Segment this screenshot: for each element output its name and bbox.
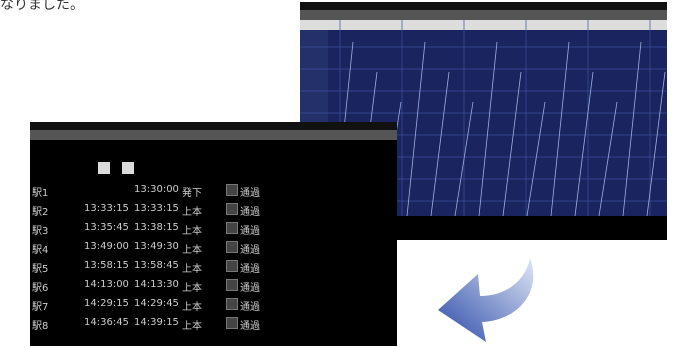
diagram-line [502, 71, 522, 217]
cell-arrive: 13:49:00 [84, 241, 129, 252]
cell-note: 上本 [182, 321, 202, 332]
diagram-line [550, 41, 570, 217]
caption: なりました。 [0, 0, 84, 13]
timetable-row: 駅4 13:49:00 13:49:30 上本 通過 [30, 237, 390, 257]
cell-note: 上本 [182, 283, 202, 294]
diagram-line [574, 71, 594, 217]
cell-note: 上本 [182, 207, 202, 218]
cell-depart: 13:30:00 [134, 184, 179, 195]
cell-depart: 14:39:15 [134, 317, 179, 328]
cell-check: 通過 [240, 226, 260, 237]
checkbox[interactable] [226, 222, 238, 234]
cell-station: 駅6 [32, 283, 49, 294]
diagram-line [478, 41, 498, 217]
timetable-row: 駅3 13:35:45 13:38:15 上本 通過 [30, 218, 390, 238]
diagram-line [526, 101, 546, 217]
cell-depart: 13:49:30 [134, 241, 179, 252]
cell-check: 通過 [240, 302, 260, 313]
title-bar [30, 130, 397, 140]
cell-arrive: 13:58:15 [84, 260, 129, 271]
checkbox[interactable] [226, 184, 238, 196]
checkbox[interactable] [226, 317, 238, 329]
cell-check: 通過 [240, 188, 260, 199]
cell-note: 上本 [182, 302, 202, 313]
cell-station: 駅4 [32, 245, 49, 256]
cell-arrive: 14:13:00 [84, 279, 129, 290]
cell-note: 発下 [182, 188, 202, 199]
cell-depart: 13:58:45 [134, 260, 179, 271]
status-bar [30, 122, 397, 130]
cell-check: 通過 [240, 264, 260, 275]
cell-depart: 14:29:45 [134, 298, 179, 309]
timetable-row: 駅1 13:30:00 発下 通過 [30, 180, 390, 200]
timetable-row: 駅5 13:58:15 13:58:45 上本 通過 [30, 256, 390, 276]
cell-arrive: 14:36:45 [84, 317, 129, 328]
time-ruler [300, 20, 667, 30]
cell-arrive: 14:29:15 [84, 298, 129, 309]
cell-arrive: 13:35:45 [84, 222, 129, 233]
checkbox[interactable] [226, 260, 238, 272]
cell-check: 通過 [240, 283, 260, 294]
arrow-icon [438, 258, 534, 342]
cell-station: 駅5 [32, 264, 49, 275]
cell-station: 駅3 [32, 226, 49, 237]
nav-bar [30, 332, 397, 346]
diagram-line [598, 101, 618, 217]
checkbox[interactable] [226, 279, 238, 291]
diagram-line [646, 71, 666, 217]
cell-station: 駅1 [32, 188, 49, 199]
cell-station: 駅7 [32, 302, 49, 313]
arrow [438, 258, 534, 342]
timetable-row: 駅6 14:13:00 14:13:30 上本 通過 [30, 275, 390, 295]
cell-note: 上本 [182, 226, 202, 237]
cell-note: 上本 [182, 245, 202, 256]
cell-check: 通過 [240, 245, 260, 256]
diagram-line [430, 71, 450, 217]
timetable-tablet: 駅1 13:30:00 発下 通過 駅2 13:33:15 13:33:15 上本 通過 駅3 13… [30, 122, 397, 346]
cell-depart: 14:13:30 [134, 279, 179, 290]
cell-arrive: 13:33:15 [84, 203, 129, 214]
cell-depart: 13:33:15 [134, 203, 179, 214]
checkbox[interactable] [226, 241, 238, 253]
cell-check: 通過 [240, 321, 260, 332]
diagram-line [622, 41, 642, 217]
title-bar [300, 10, 667, 20]
cell-depart: 13:38:15 [134, 222, 179, 233]
status-bar [300, 2, 667, 10]
cell-note: 上本 [182, 264, 202, 275]
timetable-row: 駅2 13:33:15 13:33:15 上本 通過 [30, 199, 390, 219]
diagram-line [454, 101, 474, 217]
timetable-row: 駅7 14:29:15 14:29:45 上本 通過 [30, 294, 390, 314]
timetable-row: 駅8 14:36:45 14:39:15 上本 通過 [30, 313, 390, 333]
checkbox[interactable] [226, 203, 238, 215]
cell-station: 駅8 [32, 321, 49, 332]
checkbox[interactable] [226, 298, 238, 310]
button[interactable] [122, 162, 134, 174]
cell-station: 駅2 [32, 207, 49, 218]
cell-check: 通過 [240, 207, 260, 218]
diagram-line [406, 41, 426, 217]
button[interactable] [98, 162, 110, 174]
